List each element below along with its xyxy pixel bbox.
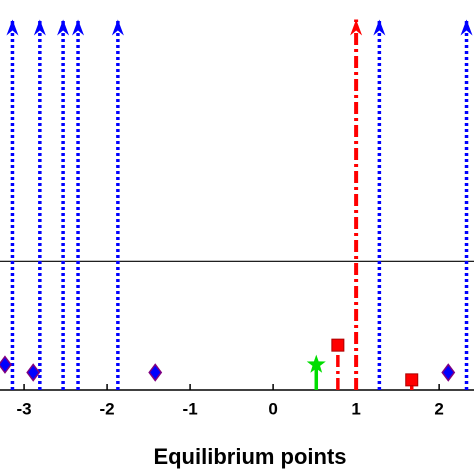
square-marker (331, 338, 345, 352)
arrow-head (6, 19, 19, 36)
x-tick-label: -3 (17, 399, 32, 418)
arrow-head (57, 19, 70, 36)
x-tick-label: 0 (268, 399, 277, 418)
x-tick-label: 2 (434, 399, 443, 418)
x-tick-label: -1 (183, 399, 198, 418)
x-tick-label: 1 (351, 399, 360, 418)
arrow-head (460, 19, 473, 36)
arrow-head (350, 19, 363, 36)
diamond-marker (26, 363, 41, 382)
arrow-head (33, 19, 46, 36)
diamond-marker (148, 363, 163, 382)
diamond-marker (0, 355, 12, 374)
star-marker (306, 354, 326, 373)
square-marker (405, 373, 419, 387)
arrow-head (373, 19, 386, 36)
x-tick-label: -2 (100, 399, 115, 418)
x-axis-label: Equilibrium points (153, 444, 346, 469)
arrow-head (111, 19, 124, 36)
diamond-marker (441, 363, 456, 382)
arrow-head (72, 19, 85, 36)
